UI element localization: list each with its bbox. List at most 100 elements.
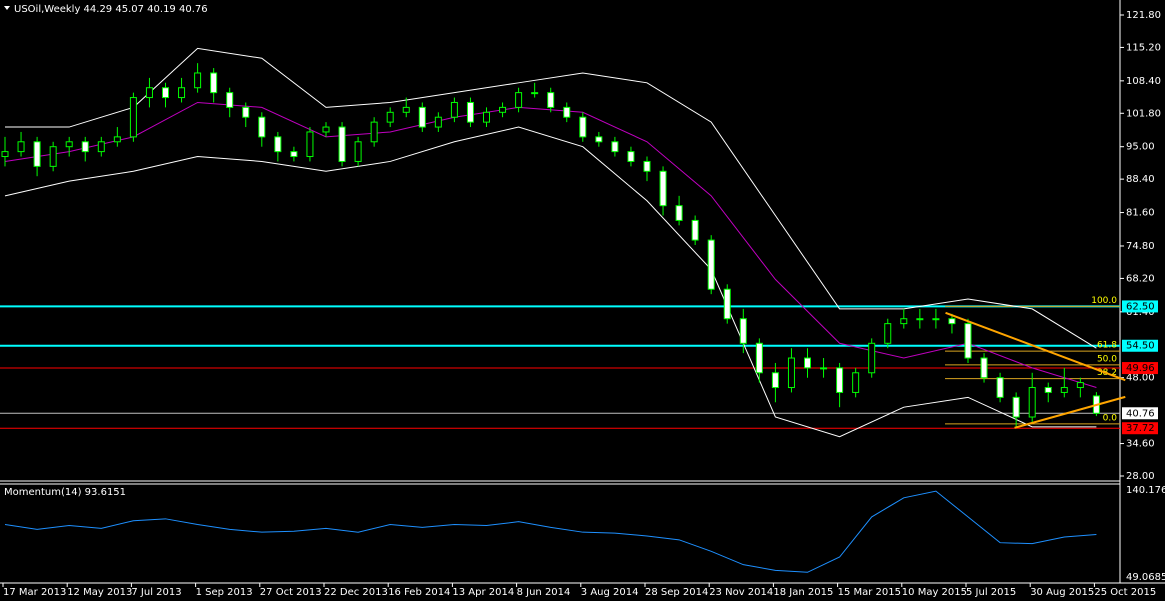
candle-body bbox=[1044, 387, 1052, 393]
candle-body bbox=[771, 372, 779, 389]
candle-body bbox=[113, 136, 121, 143]
bollinger-upper bbox=[5, 47, 1097, 349]
x-tick-label: 13 Apr 2014 bbox=[452, 587, 514, 598]
y-tick-label: 121.80 bbox=[1126, 10, 1161, 21]
y-tick-label: 115.20 bbox=[1126, 42, 1161, 53]
candle-body bbox=[258, 116, 266, 138]
candle-body bbox=[274, 136, 282, 153]
candle-body bbox=[884, 323, 892, 344]
trendline bbox=[945, 311, 1126, 382]
candle-body bbox=[466, 101, 474, 123]
level-label: 40.76 bbox=[1126, 408, 1155, 419]
candle-body bbox=[627, 151, 635, 162]
candle-body bbox=[129, 97, 137, 138]
candle-body bbox=[579, 116, 587, 138]
candle-body bbox=[1012, 396, 1020, 418]
candle-body bbox=[675, 205, 683, 221]
candle-body bbox=[515, 92, 523, 108]
candle-body bbox=[450, 101, 458, 118]
candle-body bbox=[723, 288, 731, 320]
level-box bbox=[1122, 362, 1158, 375]
candle-body bbox=[145, 87, 153, 99]
x-tick-label: 30 Aug 2015 bbox=[1030, 587, 1094, 598]
candle-body bbox=[964, 323, 972, 359]
fibo-label: 61.8 bbox=[1097, 341, 1117, 351]
candle-body bbox=[354, 141, 362, 162]
y-tick-label: 48.00 bbox=[1126, 373, 1155, 384]
candle-body bbox=[162, 87, 169, 99]
candle-body bbox=[306, 131, 314, 158]
level-box bbox=[1122, 407, 1158, 420]
x-tick-label: 5 Jul 2015 bbox=[966, 587, 1016, 598]
x-tick-label: 10 May 2015 bbox=[902, 587, 967, 598]
candle-body bbox=[595, 136, 603, 143]
y-tick-label: 81.60 bbox=[1126, 208, 1155, 219]
candle-body bbox=[322, 126, 330, 133]
y-tick-label: 108.40 bbox=[1126, 76, 1161, 87]
x-tick-label: 23 Nov 2014 bbox=[709, 587, 773, 598]
candle-body bbox=[900, 318, 908, 325]
candle-body bbox=[563, 106, 571, 118]
candle-body bbox=[210, 72, 218, 94]
momentum-title: Momentum(14) 93.6151 bbox=[4, 487, 126, 498]
momentum-line bbox=[4, 490, 1097, 573]
level-box bbox=[1122, 339, 1158, 352]
candle-body bbox=[33, 141, 41, 167]
candle-body bbox=[916, 318, 924, 321]
candle-body bbox=[643, 160, 651, 172]
level-label: 54.50 bbox=[1126, 341, 1155, 352]
x-tick-label: 12 May 2013 bbox=[67, 587, 132, 598]
x-tick-label: 17 Mar 2013 bbox=[3, 587, 66, 598]
candle-body bbox=[980, 357, 988, 379]
fibo-label: 50.0 bbox=[1097, 354, 1117, 364]
candle-body bbox=[1060, 387, 1068, 393]
candle-body bbox=[739, 318, 747, 344]
candle-body bbox=[65, 141, 73, 148]
level-box bbox=[1122, 300, 1158, 313]
y-tick-label: 101.80 bbox=[1126, 108, 1161, 119]
trendline bbox=[1014, 395, 1126, 429]
candle-body bbox=[996, 377, 1004, 398]
candle-body bbox=[659, 170, 667, 207]
x-tick-label: 16 Feb 2014 bbox=[388, 587, 450, 598]
candle-body bbox=[97, 141, 105, 153]
candle-body bbox=[948, 318, 956, 325]
x-tick-label: 27 Oct 2013 bbox=[260, 587, 322, 598]
candle-body bbox=[434, 116, 442, 128]
candle-body bbox=[17, 141, 25, 153]
candle-body bbox=[1028, 387, 1036, 418]
candle-body bbox=[787, 357, 795, 389]
y-tick-label: 68.20 bbox=[1126, 273, 1155, 284]
candle-body bbox=[852, 372, 860, 393]
candle-body bbox=[755, 342, 763, 374]
y-tick-label: 88.40 bbox=[1126, 174, 1155, 185]
x-tick-label: 7 Jul 2013 bbox=[131, 587, 181, 598]
candle-body bbox=[804, 357, 811, 369]
candle-body bbox=[1, 151, 9, 158]
x-tick-label: 8 Jun 2014 bbox=[517, 587, 571, 598]
candle-body bbox=[370, 121, 378, 143]
arrow-icon bbox=[4, 6, 10, 10]
candle-body bbox=[820, 367, 828, 370]
y-tick-label: 95.00 bbox=[1126, 142, 1155, 153]
candle-body bbox=[418, 106, 426, 128]
candle-body bbox=[290, 151, 298, 158]
candle-body bbox=[194, 72, 202, 89]
candle-body bbox=[242, 106, 250, 118]
momentum-tick-label: 140.1769 bbox=[1126, 485, 1165, 496]
fibo-label: 0.0 bbox=[1103, 413, 1118, 423]
x-tick-label: 18 Jan 2015 bbox=[773, 587, 833, 598]
candle-body bbox=[932, 318, 940, 321]
candle-body bbox=[691, 219, 699, 241]
candle-body bbox=[81, 141, 89, 153]
level-label: 37.72 bbox=[1126, 423, 1155, 434]
x-tick-label: 15 Mar 2015 bbox=[838, 587, 901, 598]
x-tick-label: 28 Sep 2014 bbox=[645, 587, 708, 598]
candle-body bbox=[531, 92, 539, 95]
candle-body bbox=[49, 146, 57, 167]
y-tick-label: 34.60 bbox=[1126, 439, 1155, 450]
candle-body bbox=[338, 126, 346, 162]
candle-body bbox=[226, 92, 234, 108]
